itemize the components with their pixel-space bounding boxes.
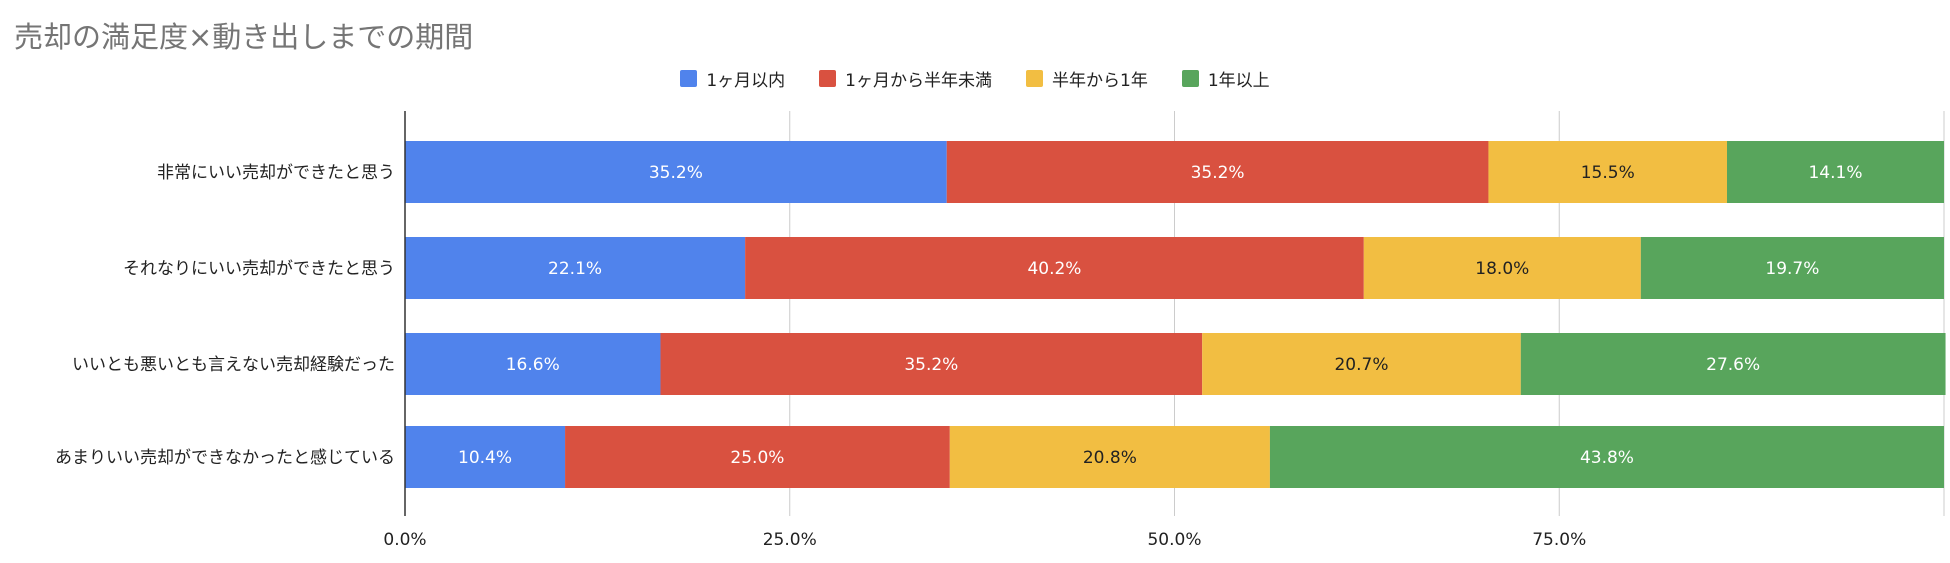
data-label: 35.2%	[904, 355, 958, 375]
x-tick-label: 25.0%	[763, 530, 817, 550]
category-label: それなりにいい売却ができたと思う	[123, 259, 395, 279]
legend: 1ヶ月以内 1ヶ月から半年未満 半年から1年 1年以上	[0, 66, 1950, 91]
data-label: 15.5%	[1581, 163, 1635, 183]
data-label: 35.2%	[649, 163, 703, 183]
data-label: 22.1%	[548, 259, 602, 279]
data-label: 14.1%	[1808, 163, 1862, 183]
x-tick-label: 75.0%	[1532, 530, 1586, 550]
legend-item: 1年以上	[1181, 66, 1270, 91]
x-tick-label: 50.0%	[1147, 530, 1201, 550]
bar-segment	[1488, 141, 1728, 203]
bar-segment	[949, 426, 1270, 488]
bar-segment	[946, 141, 1489, 203]
data-label: 20.7%	[1334, 355, 1388, 375]
bar-segment	[1202, 333, 1521, 395]
bar-segment	[405, 333, 661, 395]
x-tick-label: 0.0%	[383, 530, 426, 550]
data-label: 16.6%	[506, 355, 560, 375]
legend-label: 半年から1年	[1052, 71, 1148, 91]
data-label: 35.2%	[1191, 163, 1245, 183]
bar-segment	[405, 426, 566, 488]
data-label: 27.6%	[1706, 355, 1760, 375]
chart-title: 売却の満足度×動き出しまでの期間	[14, 20, 474, 54]
legend-label: 1年以上	[1207, 71, 1270, 91]
legend-item: 1ヶ月以内	[680, 66, 785, 91]
data-label: 20.8%	[1083, 448, 1137, 468]
legend-swatch	[1026, 70, 1043, 87]
bar-segment	[660, 333, 1203, 395]
data-label: 10.4%	[458, 448, 512, 468]
bar-segment	[1520, 333, 1946, 395]
data-label: 18.0%	[1475, 259, 1529, 279]
legend-swatch	[1181, 70, 1199, 87]
legend-label: 1ヶ月以内	[706, 71, 786, 91]
category-label: 非常にいい売却ができたと思う	[157, 163, 395, 183]
bar-segment	[1269, 426, 1944, 488]
bar-segment	[1363, 237, 1641, 299]
legend-swatch	[819, 70, 837, 87]
category-label: あまりいい売却ができなかったと感じている	[55, 448, 395, 468]
legend-label: 1ヶ月から半年未満	[845, 71, 992, 91]
data-label: 40.2%	[1027, 259, 1081, 279]
legend-item: 半年から1年	[1026, 66, 1148, 91]
bar-segment	[1727, 141, 1944, 203]
bar-segment	[565, 426, 950, 488]
bar-segment	[405, 141, 947, 203]
data-label: 25.0%	[730, 448, 784, 468]
category-label: いいとも悪いとも言えない売却経験だった	[72, 355, 395, 375]
bar-segment	[1640, 237, 1944, 299]
legend-swatch	[680, 70, 698, 87]
bar-segment	[745, 237, 1364, 299]
data-label: 19.7%	[1765, 259, 1819, 279]
legend-item: 1ヶ月から半年未満	[819, 66, 992, 91]
bar-segment	[405, 237, 746, 299]
data-label: 43.8%	[1580, 448, 1634, 468]
